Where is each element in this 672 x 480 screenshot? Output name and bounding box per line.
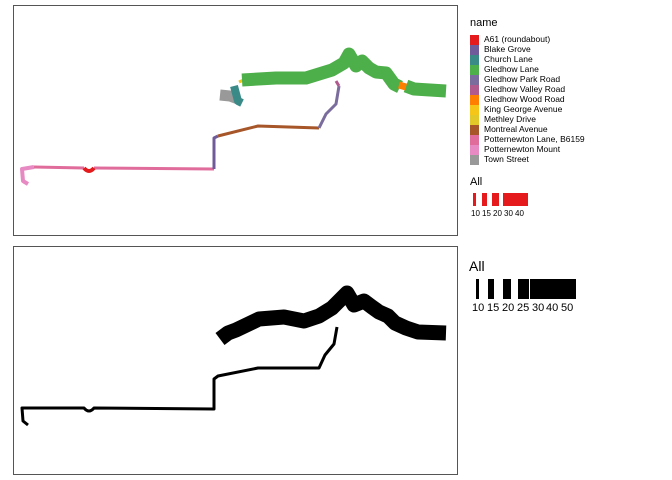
legend-label: Gledhow Park Road (484, 74, 561, 84)
legend-label: Church Lane (484, 54, 533, 64)
width-key-label: 15 (487, 302, 500, 314)
width-key-label: 30 (504, 209, 513, 218)
legend-swatch (470, 35, 479, 45)
route-a61-roundabout (82, 166, 96, 173)
legend-label: A61 (roundabout) (484, 34, 551, 44)
legend-label: Town Street (484, 154, 529, 164)
legend-swatch (470, 145, 479, 155)
width-key-label: 30 (532, 302, 545, 314)
legend-label: Potternewton Lane, B6159 (484, 134, 585, 144)
route-montreal-avenue (217, 124, 320, 138)
width-key-bottom-bars (476, 279, 576, 299)
route-gledhow-park-road (317, 85, 341, 129)
legend-swatch (470, 55, 479, 65)
route-potternewton-lane (33, 165, 215, 171)
width-key-label: 15 (482, 209, 491, 218)
width-key-label: 50 (561, 302, 574, 314)
route-map-colored (20, 47, 447, 186)
width-key-label: 20 (502, 302, 515, 314)
legend-label: Potternewton Mount (484, 144, 561, 154)
legend-label: Gledhow Wood Road (484, 94, 565, 104)
width-key-bottom (470, 279, 580, 301)
route-church-lane (230, 84, 244, 107)
width-key-label: 10 (471, 209, 480, 218)
legend-swatch (470, 45, 479, 55)
width-key-bar (518, 279, 529, 299)
legend-all-bottom-title: All (469, 258, 485, 274)
width-key-label: 25 (517, 302, 530, 314)
route-black-south (20, 326, 339, 427)
legend-all-top-title: All (470, 176, 483, 188)
legend-label: Blake Grove (484, 44, 531, 54)
width-key-bar (503, 193, 514, 206)
legend-swatch (470, 105, 479, 115)
width-key-top-bars (473, 193, 528, 206)
map-panel-all (13, 246, 458, 475)
route-potternewton-mount (20, 165, 35, 186)
legend-swatch (470, 85, 479, 95)
width-key-bar (482, 193, 487, 206)
width-key-label: 40 (546, 302, 559, 314)
route-gledhow-lane (241, 47, 447, 98)
legend-label: Methley Drive (484, 114, 536, 124)
route-gledhow-valley-road (334, 80, 341, 87)
width-key-top (470, 192, 540, 208)
width-key-bar (476, 279, 479, 299)
width-key-bar (546, 279, 562, 299)
route-blake-grove (212, 134, 219, 169)
legend-swatch (470, 115, 479, 125)
route-black-north (215, 285, 447, 345)
width-key-bar (492, 193, 499, 206)
legend-label: Gledhow Valley Road (484, 84, 566, 94)
width-key-label: 40 (515, 209, 524, 218)
legend-swatch (470, 95, 479, 105)
width-key-bar (514, 193, 528, 206)
legend-label: Gledhow Lane (484, 64, 539, 74)
width-key-bar (562, 279, 576, 299)
route-gledhow-wood-road (398, 81, 407, 91)
width-key-bar (473, 193, 476, 206)
legend-swatch (470, 155, 479, 165)
route-map-black (20, 285, 447, 427)
width-key-bar (530, 279, 546, 299)
width-key-bar (503, 279, 511, 299)
width-key-label: 10 (472, 302, 485, 314)
legend-label: King George Avenue (484, 104, 563, 114)
width-key-label: 20 (493, 209, 502, 218)
legend-swatch (470, 135, 479, 145)
legend-name-title: name (470, 17, 498, 29)
legend-swatch (470, 65, 479, 75)
width-key-bar (488, 279, 494, 299)
legend-label: Montreal Avenue (484, 124, 548, 134)
map-panel-by-name (13, 5, 458, 236)
legend-swatch (470, 75, 479, 85)
legend-swatch (470, 125, 479, 135)
